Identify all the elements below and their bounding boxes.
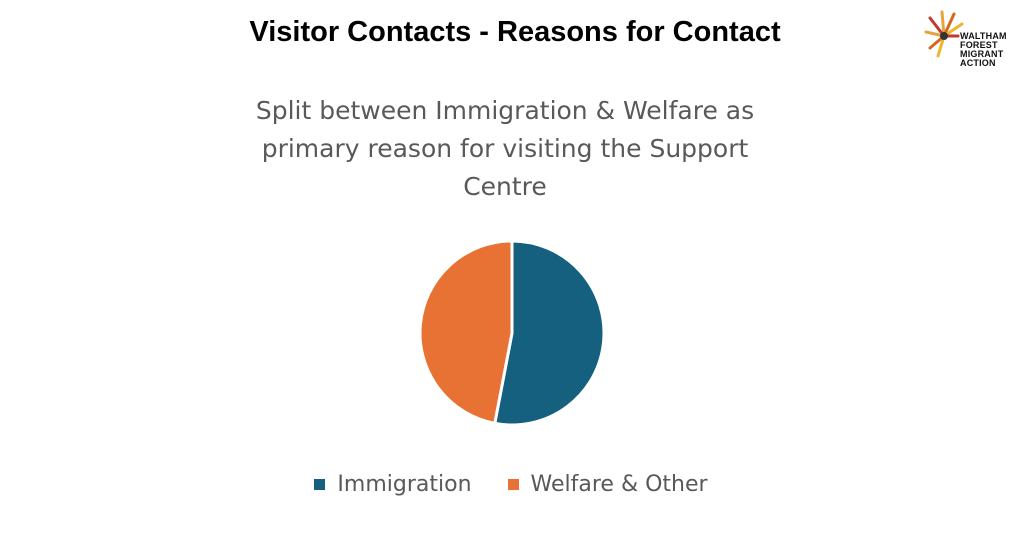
pie-slice-immigration <box>493 239 606 427</box>
logo-wordmark: WALTHAM FOREST MIGRANT ACTION <box>960 31 1007 68</box>
legend-item-welfare: Welfare & Other <box>507 472 708 497</box>
legend-label-welfare: Welfare & Other <box>530 472 708 497</box>
chart-legend: Immigration Welfare & Other <box>0 472 1022 497</box>
pie-slice-welfare <box>418 239 514 426</box>
organisation-logo: WALTHAM FOREST MIGRANT ACTION <box>924 6 1020 76</box>
legend-label-immigration: Immigration <box>337 472 472 497</box>
chart-title: Split between Immigration & Welfare as p… <box>255 96 755 201</box>
legend-item-immigration: Immigration <box>314 472 472 497</box>
page-title: Visitor Contacts - Reasons for Contact <box>249 16 781 48</box>
legend-swatch-immigration <box>314 479 326 490</box>
legend-swatch-welfare <box>507 479 519 490</box>
logo-starburst-icon <box>924 10 964 58</box>
